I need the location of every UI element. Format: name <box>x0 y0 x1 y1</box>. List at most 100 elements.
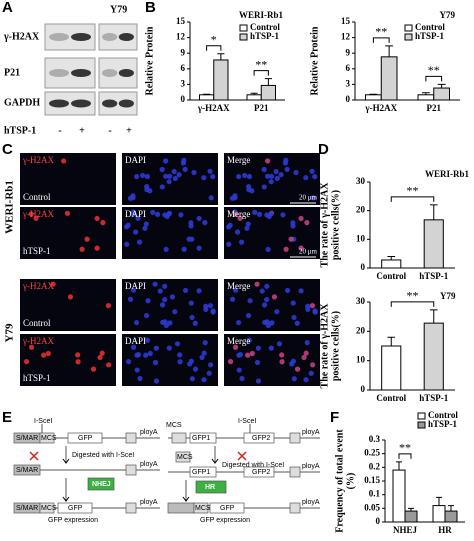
cell <box>245 352 251 358</box>
cell <box>143 221 149 227</box>
cell <box>245 221 251 227</box>
cell <box>97 354 103 361</box>
cell <box>186 236 192 242</box>
scissors <box>29 451 39 461</box>
cell <box>246 173 253 180</box>
cell <box>229 296 236 302</box>
cell <box>274 175 280 182</box>
bar <box>404 510 418 523</box>
diagram-label: ployA <box>302 463 320 470</box>
cell <box>196 288 202 294</box>
error-bar <box>437 83 446 89</box>
error-bar <box>387 256 396 260</box>
cell <box>176 172 182 178</box>
cell <box>273 168 279 175</box>
cell <box>284 166 290 172</box>
channel-label: Merge <box>227 209 250 219</box>
y-tick-label: 0 <box>361 262 366 272</box>
cell <box>180 160 187 166</box>
cell <box>264 296 270 303</box>
cell <box>75 352 81 358</box>
legend-label: hTSP-1 <box>415 31 445 41</box>
cell <box>163 246 169 252</box>
cell <box>137 375 143 382</box>
cell <box>294 320 300 326</box>
cell <box>152 359 159 366</box>
legend-swatch <box>239 33 248 41</box>
cell <box>308 370 314 376</box>
construct-box <box>125 464 137 476</box>
cell <box>290 300 296 306</box>
cell <box>166 211 172 217</box>
cell <box>157 288 163 294</box>
blot-band <box>49 33 69 41</box>
cell <box>135 215 141 221</box>
cell <box>124 241 130 247</box>
lane-sign: - <box>108 125 111 136</box>
error-bar <box>203 93 211 95</box>
panel-label: A <box>2 0 13 16</box>
micrograph <box>20 279 116 331</box>
cell <box>255 378 262 384</box>
bar <box>365 94 382 101</box>
cell <box>293 169 299 176</box>
diagram-label: GFP <box>78 435 93 442</box>
construct-box <box>195 480 227 494</box>
channel-label: Merge <box>227 155 250 165</box>
cell <box>169 294 176 300</box>
cell <box>159 184 165 190</box>
bar <box>260 84 276 101</box>
cell <box>124 224 130 230</box>
cell <box>304 220 310 226</box>
panel-label: B <box>145 0 156 16</box>
cell <box>201 175 207 181</box>
diagram-label: GFP2 <box>252 435 270 442</box>
cell <box>202 340 208 346</box>
cell <box>28 211 34 217</box>
cell <box>208 362 214 368</box>
blot-band <box>118 33 134 41</box>
construct-box <box>175 451 191 463</box>
cell <box>290 358 296 364</box>
significance-label: ** <box>399 441 411 455</box>
cell <box>309 303 316 309</box>
diagram-label: I-SceI <box>238 418 256 425</box>
cell <box>50 281 56 287</box>
cell <box>147 350 153 357</box>
lane-sign: - <box>58 125 61 136</box>
scale-bar-label: 20 μm <box>299 248 318 256</box>
cell <box>265 246 271 252</box>
x-tick-label: hTSP-1 <box>419 393 449 403</box>
cell <box>133 319 140 326</box>
construct-box <box>289 432 301 444</box>
cell <box>278 172 284 178</box>
condition-label: Control <box>23 192 51 202</box>
x-tick-label: HR <box>438 525 452 535</box>
cell <box>245 312 252 319</box>
cell <box>182 287 189 294</box>
cell <box>100 220 106 226</box>
cell <box>163 173 169 179</box>
cell <box>210 309 216 315</box>
blot-row-label: γ-H2AX <box>3 31 40 42</box>
cell <box>280 212 286 218</box>
error-bar <box>429 309 438 324</box>
panel-label: E <box>2 409 12 426</box>
blot-row-label: P21 <box>4 67 20 78</box>
cell <box>140 172 146 179</box>
cell <box>153 378 160 384</box>
legend-swatch <box>404 24 413 32</box>
channel-label: γ-H2AX <box>22 155 54 165</box>
cell <box>238 239 245 245</box>
x-tick-label: Control <box>376 271 406 281</box>
panel-label: D <box>318 141 329 158</box>
y-axis-label: (%) <box>345 473 356 490</box>
cell <box>236 173 242 180</box>
cell <box>274 309 280 315</box>
y-tick-label: 12 <box>176 32 186 42</box>
cell <box>125 359 132 365</box>
y-axis-label: positive cells(%) <box>330 190 341 260</box>
blot-panel <box>98 91 138 116</box>
legend-swatch <box>417 412 426 420</box>
cell <box>33 215 39 221</box>
